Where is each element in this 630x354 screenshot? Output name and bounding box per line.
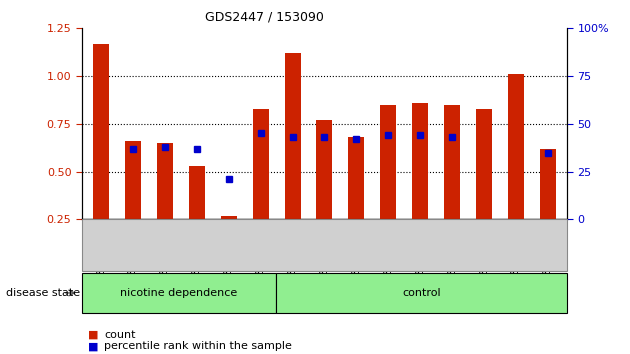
Text: nicotine dependence: nicotine dependence: [120, 288, 238, 298]
Bar: [381, 105, 396, 219]
Bar: [508, 74, 524, 219]
Bar: [285, 53, 301, 219]
Bar: [412, 103, 428, 219]
Text: disease state: disease state: [6, 288, 81, 298]
Bar: [125, 141, 141, 219]
Bar: [93, 44, 109, 219]
Bar: [540, 149, 556, 219]
Text: count: count: [104, 330, 135, 339]
Bar: [220, 216, 237, 219]
Text: control: control: [402, 288, 441, 298]
Text: GDS2447 / 153090: GDS2447 / 153090: [205, 11, 324, 24]
Text: percentile rank within the sample: percentile rank within the sample: [104, 341, 292, 351]
Bar: [189, 166, 205, 219]
Bar: [316, 120, 333, 219]
Bar: [157, 143, 173, 219]
Bar: [444, 105, 460, 219]
Text: ■: ■: [88, 341, 99, 351]
Bar: [348, 137, 364, 219]
Bar: [476, 109, 492, 219]
Bar: [253, 109, 268, 219]
Text: ■: ■: [88, 330, 99, 339]
